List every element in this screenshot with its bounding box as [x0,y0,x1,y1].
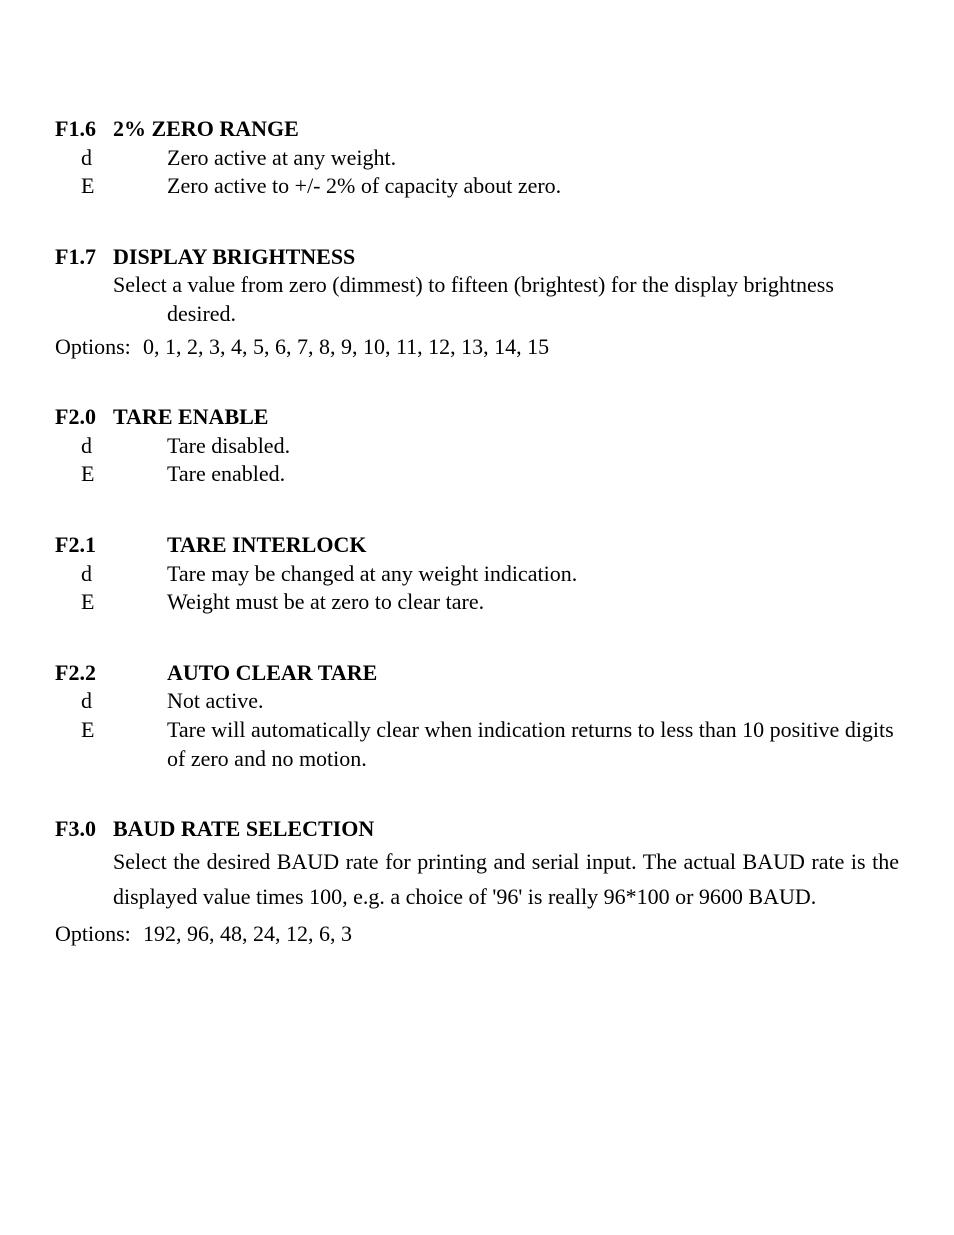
option-text: Tare will automatically clear when indic… [167,716,899,773]
section-f21: F2.1 TARE INTERLOCK d Tare may be change… [55,531,899,617]
option-spacer [113,172,167,201]
section-header: F1.7 DISPLAY BRIGHTNESS [55,243,899,272]
option-row-e: E Weight must be at zero to clear tare. [55,588,899,617]
option-key: E [55,588,113,617]
option-text: Tare disabled. [167,432,899,461]
section-f22: F2.2 AUTO CLEAR TARE d Not active. E Tar… [55,659,899,773]
option-text: Weight must be at zero to clear tare. [167,588,899,617]
options-line: Options: 192, 96, 48, 24, 12, 6, 3 [55,920,899,949]
section-code: F1.6 [55,115,113,144]
option-row-d: d Tare disabled. [55,432,899,461]
option-spacer [113,432,167,461]
options-label: Options: [55,920,143,949]
option-spacer [113,687,167,716]
option-spacer [113,560,167,589]
desc-text: Select the desired BAUD rate for printin… [113,844,899,914]
section-header: F1.6 2% ZERO RANGE [55,115,899,144]
section-code: F2.0 [55,403,113,432]
section-f30: F3.0 BAUD RATE SELECTION Select the desi… [55,815,899,949]
desc-indent [55,271,113,300]
option-text: Zero active to +/- 2% of capacity about … [167,172,899,201]
option-spacer [113,144,167,173]
section-title: AUTO CLEAR TARE [167,659,899,688]
desc-row: Select the desired BAUD rate for printin… [55,844,899,914]
option-row-e: E Tare enabled. [55,460,899,489]
option-spacer [113,588,167,617]
section-f17: F1.7 DISPLAY BRIGHTNESS Select a value f… [55,243,899,361]
option-key: d [55,560,113,589]
desc-text: Select a value from zero (dimmest) to fi… [113,271,899,300]
option-text: Not active. [167,687,899,716]
section-title: TARE ENABLE [113,403,899,432]
option-text: Tare may be changed at any weight indica… [167,560,899,589]
section-code: F2.1 [55,531,167,560]
section-title: 2% ZERO RANGE [113,115,899,144]
section-code: F3.0 [55,815,113,844]
option-row-e: E Tare will automatically clear when ind… [55,716,899,773]
desc-row: desired. [55,300,899,329]
desc-indent [55,844,113,914]
option-key: E [55,172,113,201]
desc-row: Select a value from zero (dimmest) to fi… [55,271,899,300]
option-row-d: d Zero active at any weight. [55,144,899,173]
option-key: E [55,716,113,773]
section-title: TARE INTERLOCK [167,531,899,560]
section-header: F3.0 BAUD RATE SELECTION [55,815,899,844]
option-row-d: d Not active. [55,687,899,716]
option-text: Zero active at any weight. [167,144,899,173]
section-f20: F2.0 TARE ENABLE d Tare disabled. E Tare… [55,403,899,489]
section-header: F2.2 AUTO CLEAR TARE [55,659,899,688]
section-title: DISPLAY BRIGHTNESS [113,243,899,272]
option-row-e: E Zero active to +/- 2% of capacity abou… [55,172,899,201]
section-code: F1.7 [55,243,113,272]
options-values: 0, 1, 2, 3, 4, 5, 6, 7, 8, 9, 10, 11, 12… [143,333,899,362]
desc-indent [55,300,167,329]
option-text: Tare enabled. [167,460,899,489]
section-header: F2.1 TARE INTERLOCK [55,531,899,560]
option-key: E [55,460,113,489]
option-spacer [113,460,167,489]
options-line: Options: 0, 1, 2, 3, 4, 5, 6, 7, 8, 9, 1… [55,333,899,362]
section-code: F2.2 [55,659,167,688]
section-f16: F1.6 2% ZERO RANGE d Zero active at any … [55,115,899,201]
options-label: Options: [55,333,143,362]
option-key: d [55,144,113,173]
section-header: F2.0 TARE ENABLE [55,403,899,432]
section-title: BAUD RATE SELECTION [113,815,899,844]
option-key: d [55,432,113,461]
options-values: 192, 96, 48, 24, 12, 6, 3 [143,920,899,949]
option-key: d [55,687,113,716]
option-spacer [113,716,167,773]
desc-text: desired. [167,300,899,329]
option-row-d: d Tare may be changed at any weight indi… [55,560,899,589]
